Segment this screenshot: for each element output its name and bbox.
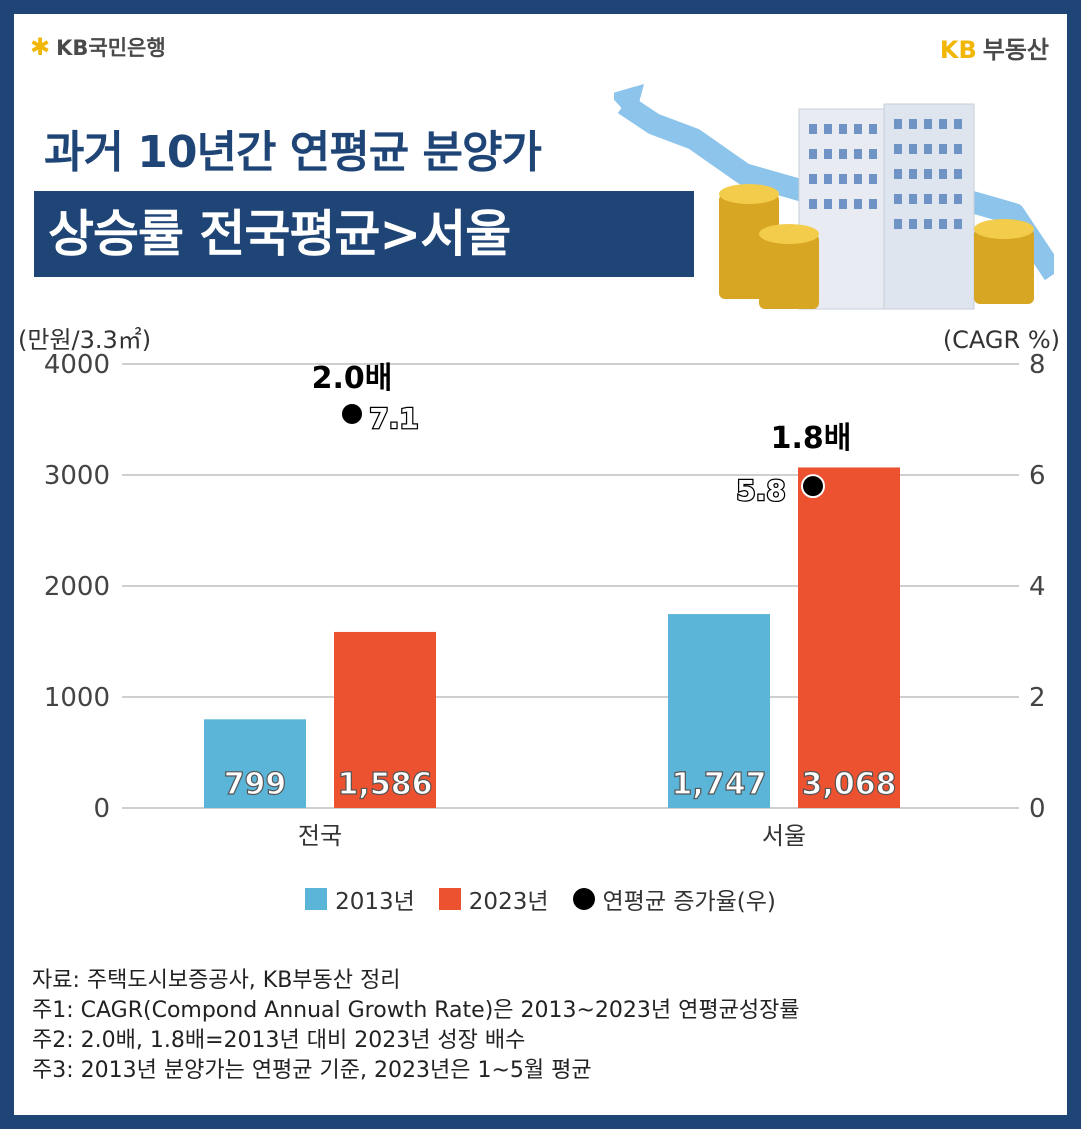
y-axis-left-label: (만원/3.3㎡) (18, 326, 151, 354)
cagr-value-label: 5.8 (736, 474, 786, 507)
y-tick-right: 0 (1029, 794, 1046, 824)
bar-value-label: 1,747 (672, 767, 767, 802)
bar-value-label: 799 (224, 767, 287, 802)
y-tick-right: 2 (1029, 683, 1046, 713)
cagr-value-label: 7.1 (369, 402, 419, 435)
growth-multiple-label: 1.8배 (771, 421, 852, 456)
y-tick-left: 2000 (44, 572, 110, 602)
bar-2023년-전국 (334, 631, 436, 808)
cagr-dot (340, 401, 364, 426)
y-axis-right-label: (CAGR %) (943, 326, 1060, 354)
kb-bank-logo-text: KB국민은행 (56, 36, 166, 60)
legend-label-2013: 2013년 (335, 889, 415, 915)
legend-swatch-2013 (305, 888, 328, 910)
title-line-2: 상승률 전국평균>서울 (34, 191, 694, 277)
infographic-frame: ✱ KB국민은행 KB 부동산 (14, 14, 1067, 1115)
building-icon (798, 103, 975, 310)
legend-item-cagr: 연평균 증가율(우) (572, 882, 776, 916)
legend-dot-icon (572, 888, 595, 910)
cagr-dot (801, 474, 825, 499)
chart-legend: 2013년 2023년 연평균 증가율(우) (14, 882, 1067, 916)
legend-label-2023: 2023년 (468, 889, 549, 915)
y-tick-left: 3000 (44, 461, 110, 491)
kb-bank-logo: ✱ KB국민은행 (30, 32, 166, 62)
note-source: 자료: 주택도시보증공사, KB부동산 정리 (32, 968, 401, 993)
bar-value-label: 3,068 (802, 767, 897, 802)
y-tick-left: 4000 (44, 350, 110, 380)
kb-mark: KB (939, 36, 977, 64)
buildings-coins-illustration (614, 84, 1054, 310)
y-tick-right: 4 (1029, 572, 1046, 602)
legend-swatch-2023 (438, 888, 461, 910)
y-tick-right: 6 (1029, 461, 1046, 491)
note-1: 주1: CAGR(Compond Annual Growth Rate)은 20… (32, 998, 800, 1023)
bar-value-label: 1,586 (338, 767, 433, 802)
arrow-head-icon (614, 84, 644, 122)
source-notes: 자료: 주택도시보증공사, KB부동산 정리 주1: CAGR(Compond … (32, 966, 800, 1086)
y-tick-left: 1000 (44, 683, 110, 713)
y-tick-right: 8 (1029, 350, 1046, 380)
legend-item-2023: 2023년 (438, 882, 549, 916)
title-line-1: 과거 10년간 연평균 분양가 (44, 127, 542, 178)
bar-2023년-서울 (798, 467, 900, 808)
bar-2013년-전국 (204, 719, 306, 808)
bar-2013년-서울 (668, 614, 770, 808)
kb-star-icon: ✱ (30, 33, 51, 61)
growth-multiple-label: 2.0배 (312, 361, 393, 396)
x-tick-label: 서울 (762, 822, 806, 850)
kb-realestate-logo: KB 부동산 (940, 30, 1049, 65)
note-2: 주2: 2.0배, 1.8배=2013년 대비 2023년 성장 배수 (32, 1028, 526, 1053)
bar-chart: (만원/3.3㎡) (CAGR %) 0 1000 2000 3000 4000 0 2 4 6… (18, 326, 1060, 850)
y-tick-left: 0 (93, 794, 110, 824)
note-3: 주3: 2013년 분양가는 연평균 기준, 2023년은 1~5월 평균 (32, 1058, 592, 1083)
legend-label-cagr: 연평균 증가율(우) (602, 889, 776, 915)
x-tick-label: 전국 (298, 822, 342, 850)
coin-stack-icon (719, 184, 1034, 309)
legend-item-2013: 2013년 (305, 882, 415, 916)
kb-realestate-text: 부동산 (982, 36, 1049, 64)
